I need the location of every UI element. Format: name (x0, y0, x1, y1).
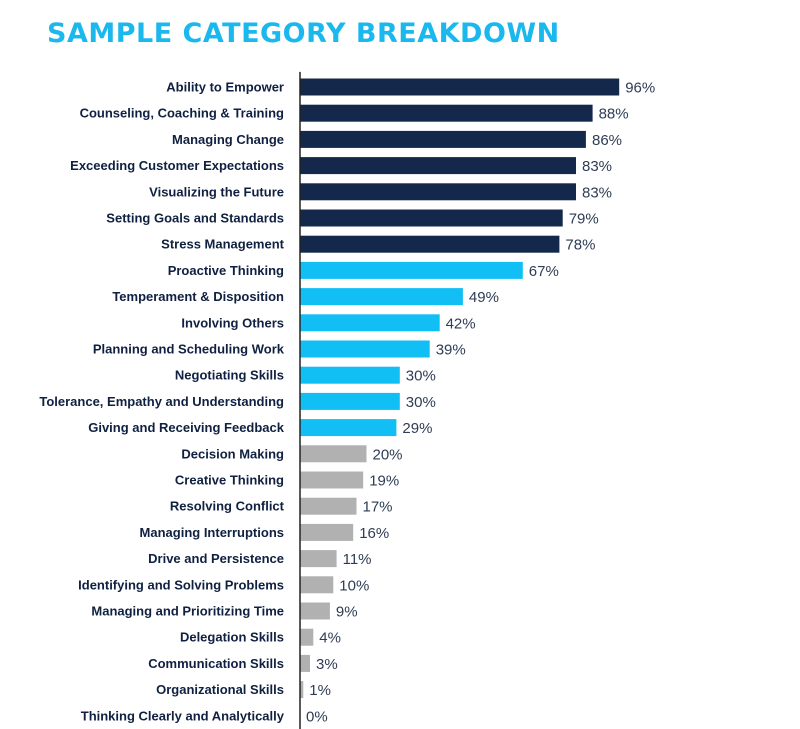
chart-title: SAMPLE CATEGORY BREAKDOWN (47, 18, 560, 49)
value-label-2: 88% (599, 106, 629, 123)
bar-10 (300, 314, 440, 332)
value-label-6: 79% (569, 211, 599, 228)
bar-6 (300, 209, 563, 227)
category-label-21: Managing and Prioritizing Time (91, 604, 284, 619)
value-label-3: 86% (592, 132, 622, 149)
value-label-24: 1% (309, 682, 331, 699)
value-label-12: 30% (406, 368, 436, 385)
bar-11 (300, 340, 430, 358)
bar-7 (300, 235, 560, 253)
bar-15 (300, 445, 367, 463)
bar-19 (300, 550, 337, 568)
bar-21 (300, 602, 330, 620)
value-label-15: 20% (373, 446, 403, 463)
category-label-5: Visualizing the Future (149, 184, 284, 199)
value-label-25: 0% (306, 708, 328, 725)
value-label-21: 9% (336, 604, 358, 621)
category-label-19: Drive and Persistence (148, 551, 284, 566)
bar-5 (300, 183, 576, 201)
category-label-2: Counseling, Coaching & Training (80, 106, 284, 121)
category-label-24: Organizational Skills (156, 682, 284, 697)
category-label-13: Tolerance, Empathy and Understanding (39, 394, 284, 409)
bar-16 (300, 471, 364, 489)
value-label-16: 19% (369, 473, 399, 490)
value-label-14: 29% (402, 420, 432, 437)
value-labels: 96%88%86%83%83%79%78%67%49%42%39%30%30%2… (306, 80, 655, 726)
bar-22 (300, 628, 314, 646)
value-label-22: 4% (319, 630, 341, 647)
bars-group (300, 78, 620, 699)
value-label-18: 16% (359, 525, 389, 542)
category-label-22: Delegation Skills (180, 630, 284, 645)
category-labels: Ability to Empower Counseling, Coaching &… (39, 80, 284, 724)
category-label-4: Exceeding Customer Expectations (70, 158, 284, 173)
category-label-8: Proactive Thinking (168, 263, 284, 278)
value-label-7: 78% (565, 237, 595, 254)
value-label-8: 67% (529, 263, 559, 280)
category-label-14: Giving and Receiving Feedback (88, 420, 285, 435)
value-label-20: 10% (339, 577, 369, 594)
bar-13 (300, 392, 400, 410)
category-label-23: Communication Skills (148, 656, 284, 671)
value-label-5: 83% (582, 184, 612, 201)
category-label-11: Planning and Scheduling Work (93, 342, 285, 357)
value-label-9: 49% (469, 289, 499, 306)
value-label-4: 83% (582, 158, 612, 175)
bar-2 (300, 104, 593, 122)
value-label-11: 39% (436, 342, 466, 359)
value-label-23: 3% (316, 656, 338, 673)
value-label-10: 42% (446, 315, 476, 332)
bar-8 (300, 261, 523, 279)
category-label-6: Setting Goals and Standards (106, 211, 284, 226)
bar-9 (300, 288, 463, 306)
category-label-17: Resolving Conflict (170, 499, 285, 514)
category-label-20: Identifying and Solving Problems (78, 577, 284, 592)
bar-20 (300, 576, 334, 594)
category-label-25: Thinking Clearly and Analytically (81, 708, 285, 723)
bar-18 (300, 523, 354, 541)
category-label-12: Negotiating Skills (175, 368, 284, 383)
bar-1 (300, 78, 620, 96)
bar-23 (300, 654, 310, 672)
category-label-10: Involving Others (181, 315, 284, 330)
bar-3 (300, 130, 586, 148)
bar-4 (300, 157, 576, 175)
value-label-17: 17% (363, 499, 393, 516)
value-label-1: 96% (625, 80, 655, 97)
value-label-13: 30% (406, 394, 436, 411)
category-label-15: Decision Making (181, 446, 284, 461)
bar-12 (300, 366, 400, 384)
category-label-9: Temperament & Disposition (112, 289, 284, 304)
category-label-1: Ability to Empower (166, 80, 284, 95)
bar-24 (300, 681, 304, 699)
category-label-18: Managing Interruptions (140, 525, 284, 540)
category-label-16: Creative Thinking (175, 473, 284, 488)
value-label-19: 11% (343, 551, 372, 568)
category-label-3: Managing Change (172, 132, 284, 147)
category-label-7: Stress Management (161, 237, 284, 252)
bar-14 (300, 419, 397, 437)
bar-17 (300, 497, 357, 515)
